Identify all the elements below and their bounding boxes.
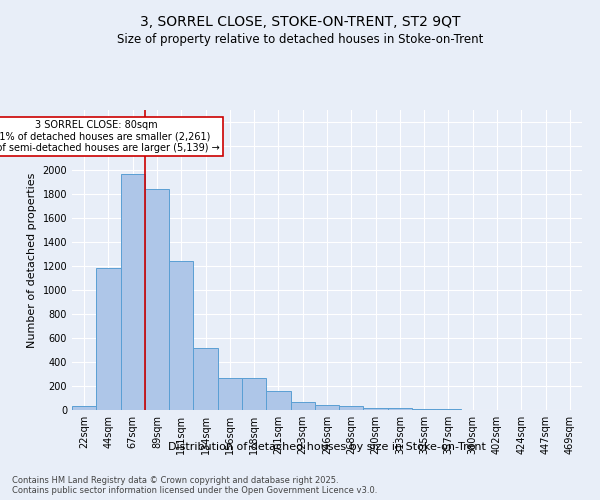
Bar: [388, 408, 412, 410]
Text: 3, SORREL CLOSE, STOKE-ON-TRENT, ST2 9QT: 3, SORREL CLOSE, STOKE-ON-TRENT, ST2 9QT: [140, 15, 460, 29]
Bar: [290, 402, 315, 410]
Bar: [193, 348, 218, 410]
Text: 3 SORREL CLOSE: 80sqm
← 31% of detached houses are smaller (2,261)
69% of semi-d: 3 SORREL CLOSE: 80sqm ← 31% of detached …: [0, 120, 220, 153]
Bar: [145, 189, 169, 410]
Bar: [266, 391, 290, 410]
Bar: [412, 409, 436, 410]
Bar: [364, 408, 388, 410]
Y-axis label: Number of detached properties: Number of detached properties: [27, 172, 37, 348]
Bar: [242, 378, 266, 410]
Text: Distribution of detached houses by size in Stoke-on-Trent: Distribution of detached houses by size …: [168, 442, 486, 452]
Bar: [121, 174, 145, 410]
Bar: [315, 404, 339, 410]
Bar: [218, 378, 242, 410]
Text: Size of property relative to detached houses in Stoke-on-Trent: Size of property relative to detached ho…: [117, 32, 483, 46]
Bar: [339, 406, 364, 410]
Text: Contains HM Land Registry data © Crown copyright and database right 2025.
Contai: Contains HM Land Registry data © Crown c…: [12, 476, 377, 495]
Bar: [169, 261, 193, 410]
Bar: [72, 406, 96, 410]
Bar: [96, 268, 121, 410]
